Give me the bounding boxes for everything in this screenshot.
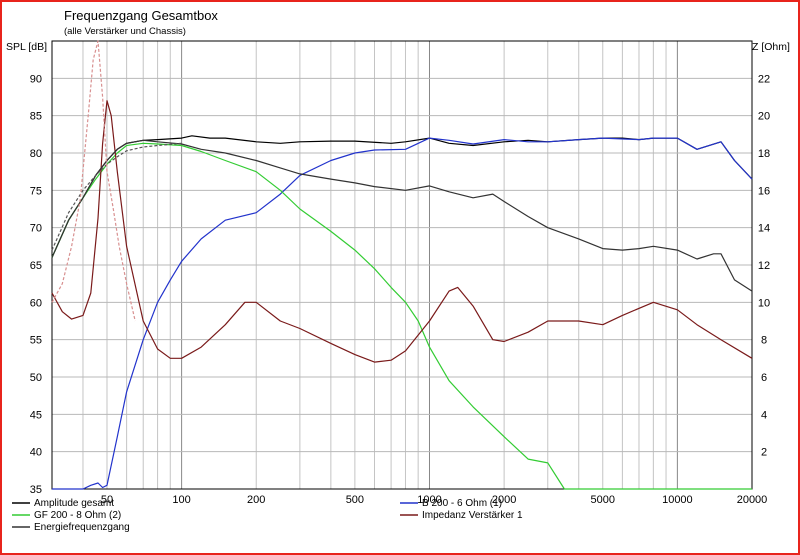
plot-border [51,40,753,490]
grid [52,41,752,489]
series-line-2 [51,142,752,490]
y-right-tick-label: 8 [761,335,767,347]
chart-title: Frequenzgang Gesamtbox [64,8,218,23]
y-left-tick-label: 65 [30,260,42,272]
series-line-4 [51,139,753,292]
legend-label: Energiefrequenzgang [34,522,130,533]
y-right-tick-label: 2 [761,447,767,459]
y-left-tick-label: 75 [30,185,42,197]
y-axis-right-label: Z [Ohm] [752,41,790,53]
legend-label: Amplitude gesamt [34,498,114,509]
y-left-tick-label: 35 [30,484,42,496]
series-line-5 [51,142,182,251]
y-left-tick-label: 80 [30,148,42,160]
series-line-6 [51,40,136,322]
y-left-tick-label: 90 [30,73,42,85]
y-right-tick-label: 16 [758,185,770,197]
series-line-0 [51,135,753,258]
legend-label: B 200 - 6 Ohm (1) [422,498,502,509]
y-axis-left-label: SPL [dB] [6,41,47,53]
y-left-tick-label: 55 [30,335,42,347]
chart-subtitle: (alle Verstärker und Chassis) [64,26,186,37]
x-tick-label: 2000 [492,494,516,506]
y-right-tick-label: 4 [761,409,767,421]
y-left-tick-label: 85 [30,111,42,123]
x-tick-label: 5000 [591,494,615,506]
tick-labels: 50 100 200 500 1000 2000 5000 10000 200003540455… [30,73,770,506]
y-left-tick-label: 50 [30,372,42,384]
x-tick-label: 20000 [737,494,768,506]
legend-label: GF 200 - 8 Ohm (2) [34,510,121,521]
y-right-tick-label: 10 [758,297,770,309]
x-tick-label: 1000 [417,494,441,506]
series-line-3 [51,100,753,363]
y-right-tick-label: 18 [758,148,770,160]
x-tick-label: 100 [172,494,190,506]
y-left-tick-label: 45 [30,409,42,421]
series-layer [51,40,753,490]
y-right-tick-label: 20 [758,111,770,123]
series-line-1 [52,137,753,490]
y-left-tick-label: 40 [30,447,42,459]
y-right-tick-label: 12 [758,260,770,272]
y-right-tick-label: 14 [758,223,770,235]
y-left-tick-label: 60 [30,297,42,309]
x-tick-label: 50 [101,494,113,506]
y-left-tick-label: 70 [30,223,42,235]
legend-label: Impedanz Verstärker 1 [422,510,523,521]
x-tick-label: 500 [346,494,364,506]
x-tick-label: 200 [247,494,265,506]
legend: Amplitude gesamt B 200 - 6 Ohm (1) GF 200 … [12,498,523,533]
y-right-tick-label: 6 [761,372,767,384]
y-right-tick-label: 22 [758,73,770,85]
x-tick-label: 10000 [662,494,693,506]
